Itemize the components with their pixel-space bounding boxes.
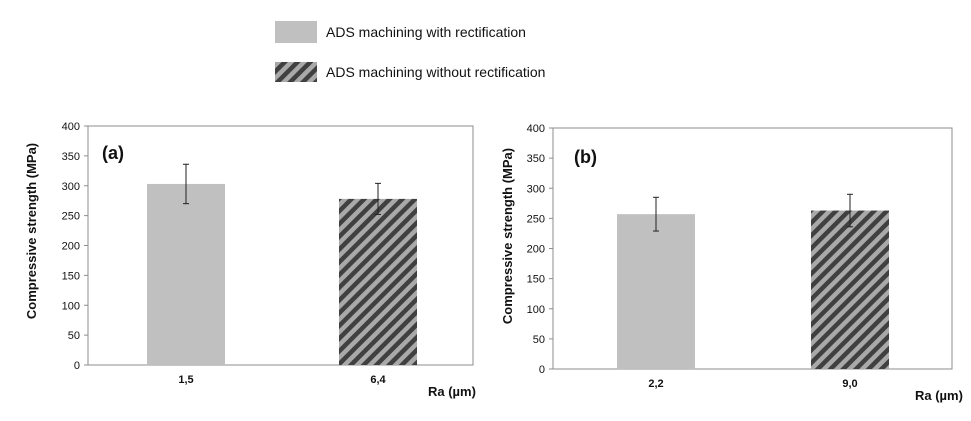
y-tick-label-a: 300 [62,181,80,193]
y-axis-title-b: Compressive strength (MPa) [500,148,515,324]
bar-a-2 [339,198,417,365]
chart-panel-b: 0 50 100 150 200 250 300 350 400 Compressive stre… [500,123,963,403]
y-tick-label-a: 150 [62,270,80,282]
legend-label-solid: ADS machining with rectification [326,24,526,40]
chart-panel-a: 0 50 100 150 200 250 300 350 400 Compressive stre… [24,121,476,399]
panel-label-b: (b) [574,147,597,167]
bar-b-2 [811,210,889,369]
y-tick-label-b: 250 [527,213,545,225]
plot-frame-b [552,127,953,370]
y-tick-label-a: 0 [74,360,80,372]
x-axis-title-a: Ra (µm) [428,384,476,399]
y-tick-label-b: 150 [527,274,545,286]
y-tick-label-b: 200 [527,244,545,256]
y-axis-title-a: Compressive strength (MPa) [24,143,39,319]
x-category-label-b-2: 9,0 [842,378,857,390]
panel-label-a: (a) [102,143,124,163]
y-tick-label-a: 50 [68,330,80,342]
y-tick-label-a: 400 [62,121,80,133]
y-tick-label-b: 50 [533,334,545,346]
y-tick-label-b: 350 [527,153,545,165]
y-tick-label-a: 200 [62,241,80,253]
legend-label-hatched: ADS machining without rectification [326,64,545,80]
y-tick-label-b: 300 [527,183,545,195]
x-axis-title-b: Ra (µm) [915,388,963,403]
x-category-label-a-2: 6,4 [370,374,386,386]
x-category-label-b-1: 2,2 [648,378,663,390]
x-category-label-a-1: 1,5 [178,374,193,386]
y-tick-label-b: 400 [527,123,545,135]
y-tick-label-b: 0 [539,364,545,376]
legend-swatch-solid [275,21,317,43]
y-tick-label-a: 250 [62,211,80,223]
bar-a-1 [147,183,225,365]
legend-swatch-hatched [275,62,317,82]
bar-b-1 [617,214,695,369]
y-tick-label-b: 100 [527,304,545,316]
y-tick-label-a: 100 [62,300,80,312]
legend: ADS machining with rectification ADS mac… [275,21,545,82]
y-tick-label-a: 350 [62,151,80,163]
